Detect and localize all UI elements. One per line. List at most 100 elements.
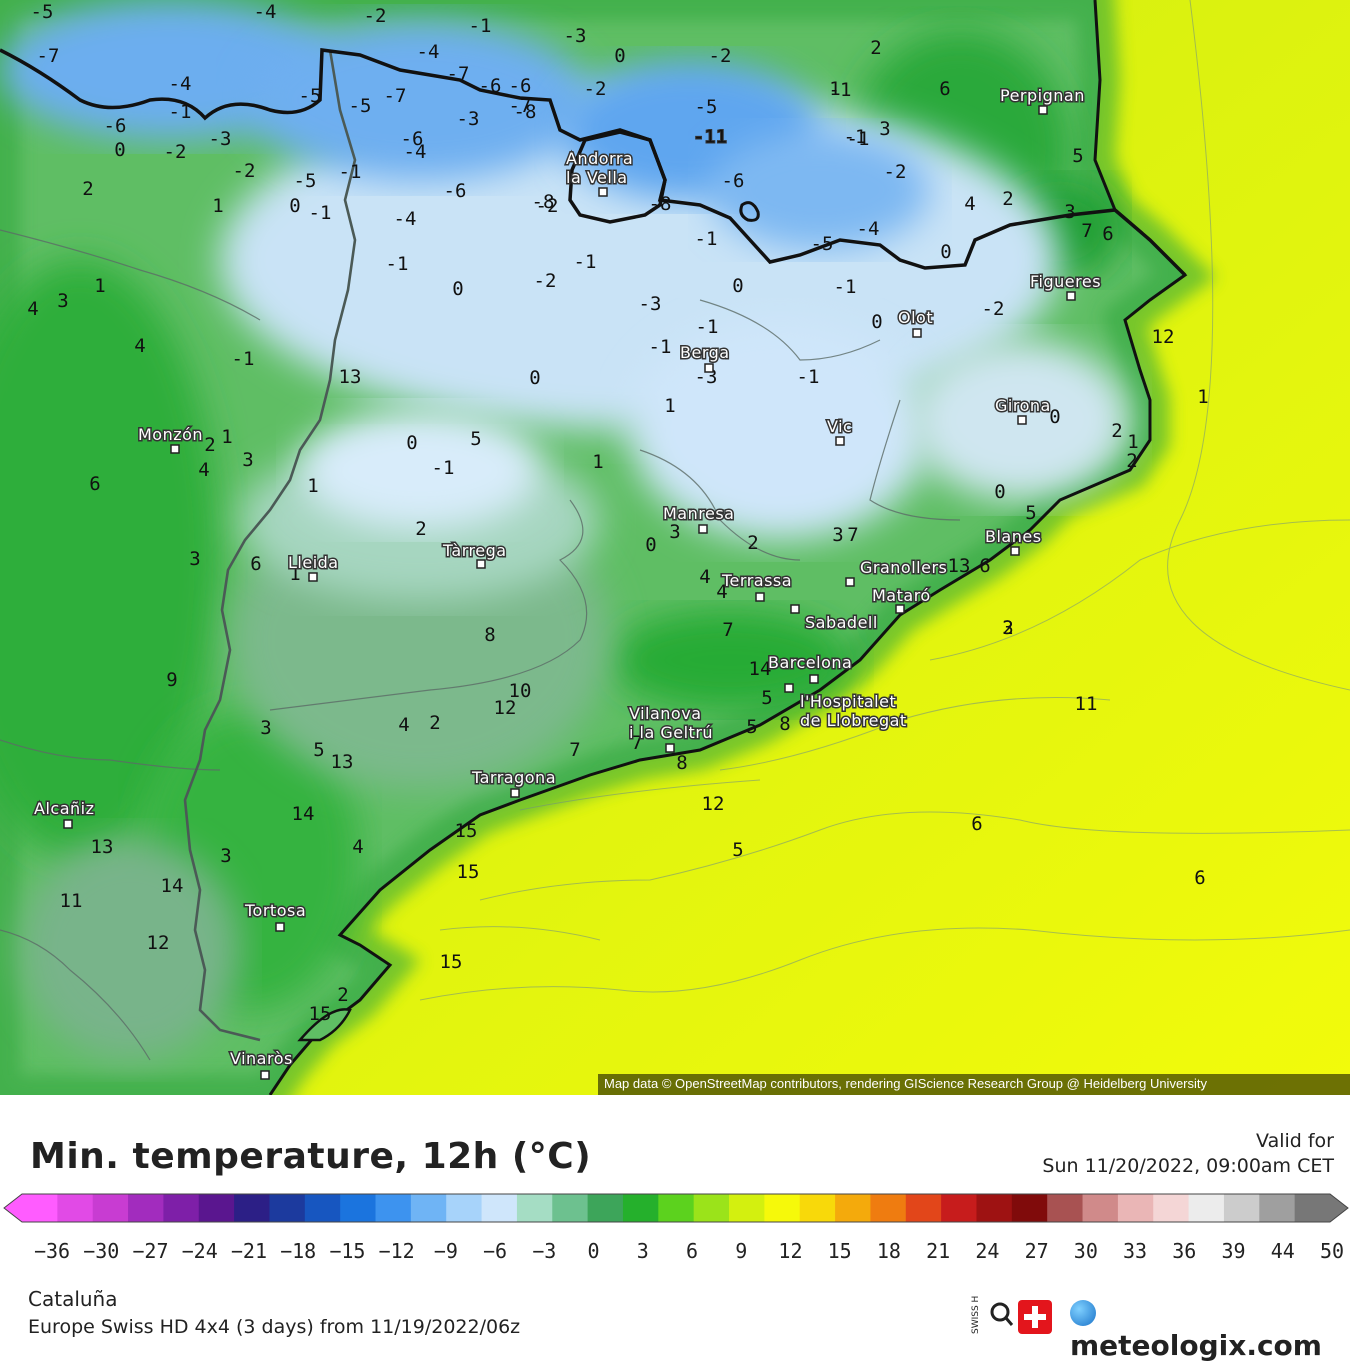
city-tortosa[interactable]: Tortosa — [243, 900, 307, 932]
contour-value: 15 — [309, 1003, 332, 1025]
city-manresa[interactable]: Manresa — [662, 503, 735, 534]
legend-swatch — [198, 1194, 235, 1222]
contour-value: 0 — [114, 139, 125, 161]
city-figueres[interactable]: Figueres — [1029, 271, 1102, 301]
contour-value: 3 — [669, 521, 680, 543]
legend-swatch — [410, 1194, 447, 1222]
contour-value: 2 — [1126, 450, 1137, 472]
contour-value: -2 — [233, 160, 256, 182]
region-name: Cataluña — [28, 1287, 118, 1311]
contour-value: -3 — [639, 293, 662, 315]
city-alca-iz[interactable]: Alcañiz — [33, 798, 95, 829]
city-label: Barcelona — [768, 653, 852, 672]
contour-value: 6 — [250, 553, 261, 575]
contour-value: -6 — [444, 180, 467, 202]
legend-swatch — [870, 1194, 907, 1222]
contour-value: 13 — [948, 555, 971, 577]
contour-value: 6 — [939, 78, 950, 100]
city-vinar-s[interactable]: Vinaròs — [229, 1048, 294, 1080]
contour-value: -8 — [514, 101, 537, 123]
contour-value: 4 — [716, 581, 727, 603]
city-label: Vilanova — [629, 704, 702, 723]
legend-tick-label: −12 — [379, 1239, 415, 1263]
contour-value: 1 — [1127, 431, 1138, 453]
contour-value: 7 — [569, 739, 580, 761]
legend-swatch — [234, 1194, 271, 1222]
city-label: Figueres — [1030, 272, 1101, 291]
city-berga[interactable]: Berga — [679, 342, 731, 373]
city-blanes[interactable]: Blanes — [984, 526, 1043, 556]
city-tarragona[interactable]: Tarragona — [470, 767, 557, 798]
contour-value: -11 — [693, 126, 727, 148]
contour-value: 2 — [747, 532, 758, 554]
legend-swatch — [693, 1194, 730, 1222]
city-barcelona[interactable]: Barcelona — [767, 652, 853, 684]
contour-value: 14 — [161, 875, 184, 897]
contour-value: 3 — [220, 845, 231, 867]
legend-swatches — [3, 1193, 1349, 1223]
legend-tick-label: −36 — [34, 1239, 70, 1263]
contour-value: 1 — [289, 563, 300, 585]
contour-value: 2 — [429, 712, 440, 734]
contour-value: -1 — [432, 457, 455, 479]
map-attribution: Map data © OpenStreetMap contributors, r… — [604, 1076, 1208, 1091]
brand-name: meteologix.com — [1070, 1329, 1322, 1362]
legend-tick-label: 36 — [1172, 1239, 1196, 1263]
contour-value: 12 — [702, 793, 725, 815]
legend-swatch — [57, 1194, 94, 1222]
contour-value: 8 — [484, 624, 495, 646]
legend-swatch — [163, 1194, 200, 1222]
contour-value: 3 — [879, 118, 890, 140]
contour-value: 7 — [631, 732, 642, 754]
city-lleida[interactable]: Lleida — [287, 552, 340, 582]
contour-value: 4 — [398, 714, 409, 736]
country-border-france — [0, 48, 1187, 277]
city-t-rrega[interactable]: Tàrrega — [441, 540, 508, 569]
legend-tick-label: 33 — [1123, 1239, 1147, 1263]
city-marker — [1038, 105, 1048, 115]
city-label: Tarragona — [471, 768, 556, 787]
contour-value: 7 — [847, 524, 858, 546]
city-perpignan[interactable]: Perpignan — [999, 85, 1086, 115]
city-vic[interactable]: Vic — [826, 416, 853, 446]
contour-value: -8 — [649, 193, 672, 215]
contour-value: 0 — [645, 534, 656, 556]
legend-tick-label: 6 — [686, 1239, 698, 1263]
contour-value: 0 — [1049, 406, 1060, 428]
city-marker — [598, 187, 608, 197]
contour-value: 15 — [440, 951, 463, 973]
contour-value: 4 — [699, 566, 710, 588]
contour-value: 5 — [732, 839, 743, 861]
contour-value: -6 — [401, 128, 424, 150]
city-girona[interactable]: Girona — [994, 395, 1052, 425]
contour-value: -1 — [339, 161, 362, 183]
city-terrassa[interactable]: Terrassa — [720, 570, 793, 602]
city-marker — [170, 444, 180, 454]
contour-value: 3 — [832, 524, 843, 546]
legend-tick-label: −9 — [434, 1239, 458, 1263]
globe-icon — [1070, 1300, 1096, 1326]
city-marker — [476, 559, 486, 569]
city-marker — [308, 572, 318, 582]
contour-value: -2 — [364, 5, 387, 27]
city-label: Girona — [995, 396, 1051, 415]
city-matar-[interactable]: Mataró — [871, 585, 932, 614]
contour-value: 3 — [57, 290, 68, 312]
contour-value: 15 — [457, 861, 480, 883]
legend-tick-label: 50 — [1320, 1239, 1344, 1263]
contour-value: -7 — [509, 95, 532, 117]
brand-logo[interactable]: meteologix.com — [1070, 1296, 1350, 1362]
city-monz-n[interactable]: Monzón — [137, 424, 204, 454]
contour-value: -3 — [457, 108, 480, 130]
valid-date: Sun 11/20/2022, 09:00am CET — [1042, 1155, 1334, 1177]
temperature-map[interactable]: -5 -4 -2 -1 -3-7-4-10 -2-5 -5 -7-7-6 -6-7-226-4-… — [0, 0, 1350, 1095]
city-sabadell[interactable]: Sabadell — [790, 604, 879, 634]
city-granollers[interactable]: Granollers — [845, 557, 948, 587]
city-olot[interactable]: Olot — [897, 307, 934, 338]
contour-value: -7 — [447, 63, 470, 85]
city-label: Mataró — [872, 586, 931, 605]
contour-value: 0 — [994, 481, 1005, 503]
